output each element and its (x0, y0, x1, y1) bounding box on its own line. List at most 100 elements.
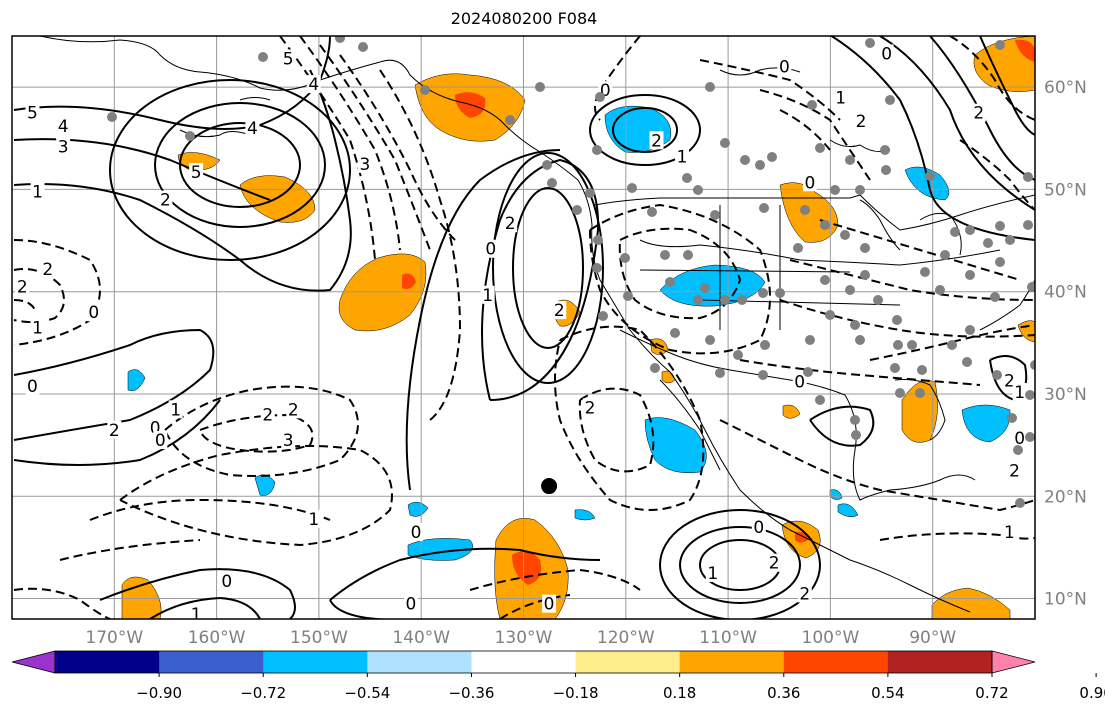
contour-label: 0 (221, 572, 232, 592)
contour-label: 2 (160, 191, 171, 211)
contour-label-bg (158, 190, 173, 209)
contour-label: 1 (835, 88, 846, 108)
colorbar-segment (471, 651, 577, 673)
colorbar-tick-label: −0.90 (136, 684, 182, 702)
colorbar-tick-label: 0.54 (871, 684, 904, 702)
contour-label: 0 (88, 303, 99, 323)
contour-label-bg (802, 173, 817, 192)
contour-label: 2 (1004, 372, 1015, 392)
contour-label: 2 (585, 398, 596, 418)
contour-label: 2 (42, 260, 53, 280)
contour-label-bg (777, 57, 792, 76)
colorbar-segment (263, 651, 368, 673)
contour-label-bg (705, 563, 720, 582)
contour-label: 0 (411, 523, 422, 543)
contour-label: 0 (485, 240, 496, 260)
contour-label-bg (15, 277, 30, 296)
contour-label: 2 (554, 301, 565, 321)
contour-label-bg (767, 553, 782, 572)
contour-label-bg (189, 163, 204, 182)
contour-label: 1 (707, 564, 718, 584)
contour-label: 1 (32, 182, 43, 202)
colorbar-extend-high (991, 650, 1036, 674)
contour-label-bg (281, 431, 296, 450)
longitude-labels: 170°W 160°W 150°W 140°W 130°W 120°W 110°W 100°W… (85, 628, 956, 648)
contour-label: 2 (109, 421, 120, 441)
contour-label: 0 (805, 173, 816, 193)
colorbar-segment (679, 651, 785, 673)
lon-label: 110°W (699, 628, 757, 648)
lon-label: 170°W (85, 628, 143, 648)
contour-label-bg (153, 431, 168, 450)
contour-label-bg (25, 103, 40, 122)
contour-label: 2 (651, 131, 662, 151)
contour-label-bg (245, 119, 260, 138)
contour-label-bg (503, 214, 518, 233)
contour-label: 4 (247, 119, 258, 139)
contour-label: 1 (1004, 523, 1015, 543)
map-frame (11, 35, 1036, 620)
lon-label: 150°W (290, 628, 348, 648)
contour-label-bg (306, 509, 321, 528)
colorbar-tick-label: 0.36 (767, 684, 800, 702)
colorbar-segment (55, 651, 160, 673)
contour-label: 5 (27, 104, 38, 124)
coastlines (39, 36, 1035, 613)
lon-label: 160°W (188, 628, 246, 648)
contour-label-bg (552, 301, 567, 320)
contour-label: 2 (262, 405, 273, 425)
contour-label: 2 (769, 554, 780, 574)
contour-label: 0 (794, 373, 805, 393)
contour-label: 0 (600, 81, 611, 101)
contour-label: 3 (283, 431, 294, 451)
contour-label: 1 (308, 510, 319, 530)
colorbar-segment (783, 651, 889, 673)
colorbar (11, 650, 1036, 674)
contour-label: 2 (799, 584, 810, 604)
contour-label-bg (409, 523, 424, 542)
lon-label: 140°W (392, 628, 450, 648)
colorbar-tick-label: 0.90 (1079, 684, 1105, 702)
contour-label: 0 (544, 595, 555, 615)
colorbar-segment (887, 651, 993, 673)
contour-label: 0 (881, 44, 892, 64)
contour-label: 0 (1014, 429, 1025, 449)
colorbar-tick-labels: −0.90 −0.72 −0.54 −0.36 −0.18 0.18 0.36 0.54 0.7… (136, 673, 1105, 702)
contour-label: 5 (191, 163, 202, 183)
lat-label: 20°N (1044, 487, 1087, 507)
lon-label: 120°W (597, 628, 655, 648)
contour-label-bg (306, 75, 321, 94)
colorbar-frame (54, 650, 993, 674)
contour-label-bg (675, 147, 690, 166)
contour-label: 1 (170, 400, 181, 420)
lat-label: 60°N (1044, 78, 1087, 98)
contour-label-bg (1002, 523, 1017, 542)
contour-label: 2 (856, 112, 867, 132)
contour-label-bg (86, 303, 101, 322)
contour-label-bg (1012, 382, 1027, 401)
contour-label-bg (25, 376, 40, 395)
contour-label-bg (542, 594, 557, 613)
latitude-labels: 10°N 20°N 30°N 40°N 50°N 60°N (1044, 78, 1087, 609)
contour-label: 1 (482, 286, 493, 306)
contour-label-bg (1012, 428, 1027, 447)
contour-label: 1 (1014, 383, 1025, 403)
contour-label-bg (797, 584, 812, 603)
contour-label-bg (281, 49, 296, 68)
solid-contours (13, 36, 1035, 619)
contour-label-bg (286, 400, 301, 419)
colorbar-tick-label: 0.18 (663, 684, 696, 702)
contour-label-bg (189, 604, 204, 619)
colorbar-tick-label: 0.72 (975, 684, 1008, 702)
colorbar-extend-low (11, 650, 56, 674)
contour-label-bg (219, 572, 234, 591)
contour-label-bg (403, 594, 418, 613)
contour-label-bg (582, 398, 597, 417)
contour-label: 2 (973, 104, 984, 124)
lon-label: 130°W (495, 628, 553, 648)
contour-label-bg (357, 154, 372, 173)
contour-label-bg (833, 88, 848, 107)
colorbar-tick-label: −0.54 (344, 684, 390, 702)
